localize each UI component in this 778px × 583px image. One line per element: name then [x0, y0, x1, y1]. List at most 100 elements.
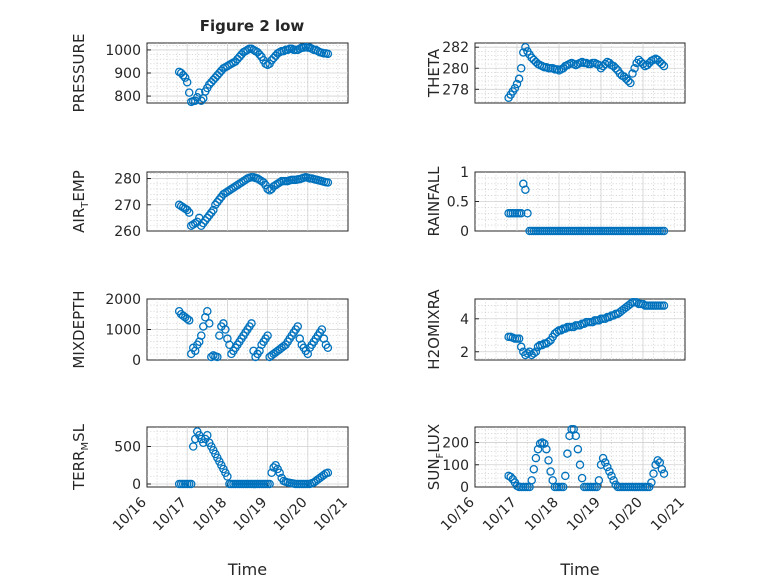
data-point-sun_flux	[571, 431, 581, 441]
data-point-h2omixra	[575, 321, 585, 330]
y-tick-label: 2	[460, 345, 469, 361]
y-axis-label: PRESSURE	[70, 34, 88, 113]
data-point-sun_flux	[607, 471, 616, 481]
data-point-rainfall	[519, 179, 528, 189]
y-tick-label: 0	[460, 224, 469, 240]
data-point-h2omixra	[605, 312, 614, 322]
y-axis-label: TERRMSL	[70, 423, 91, 491]
axes-terr_msl: 0 500 10/16 10/17 10/18 10/19 10/20 10/21 TERRMS…	[70, 423, 351, 579]
data-point-air_temp	[197, 221, 206, 231]
x-tick-label: 10/17	[480, 495, 520, 535]
y-tick-label: 260	[114, 224, 141, 240]
data-point-sun_flux	[558, 482, 568, 492]
data-point-h2omixra	[552, 327, 562, 337]
y-axis-label: RAINFALL	[425, 166, 443, 237]
data-point-sun_flux	[540, 439, 549, 448]
x-tick-label: 10/19	[564, 495, 604, 535]
data-point-h2omixra	[600, 314, 610, 324]
data-point-pressure	[197, 96, 206, 105]
y-tick-label: 800	[114, 89, 141, 105]
y-tick-label: 200	[442, 436, 469, 452]
data-point-sun_flux	[603, 462, 612, 472]
x-tick-label: 10/20	[271, 495, 311, 535]
data-point-theta	[626, 78, 635, 88]
data-point-rainfall	[521, 185, 530, 194]
data-point-theta	[510, 84, 520, 93]
data-point-mixdepth	[203, 306, 212, 316]
x-tick-label: 10/20	[606, 495, 646, 535]
x-tick-label: 10/21	[648, 495, 688, 535]
data-point-sun_flux	[573, 444, 583, 454]
data-point-theta	[638, 59, 648, 69]
x-tick-label: 10/16	[110, 494, 150, 534]
y-tick-label: 1000	[105, 323, 141, 339]
data-point-terr_msl	[269, 463, 278, 472]
y-tick-label: 100	[442, 458, 469, 474]
data-point-mixdepth	[197, 331, 206, 340]
x-tick-label: 10/21	[311, 495, 351, 535]
data-point-air_temp	[182, 205, 192, 215]
data-point-sun_flux	[659, 469, 669, 478]
axes-pressure: 800 900 1000 PRESSURE	[70, 34, 349, 113]
data-point-sun_flux	[605, 467, 614, 476]
data-point-pressure	[178, 71, 188, 80]
data-point-air_temp	[323, 178, 333, 187]
data-point-air_temp	[184, 208, 194, 217]
data-point-theta	[514, 74, 524, 84]
data-point-terr_msl	[267, 468, 276, 477]
axes-rainfall: 0 0.5 1 RAINFALL	[425, 165, 686, 240]
data-point-theta	[628, 69, 637, 78]
figure-title: Figure 2 low	[200, 17, 305, 35]
axes-air_temp: 260 270 280 AIRTEMP	[70, 170, 349, 240]
data-point-pressure	[184, 88, 194, 97]
y-tick-label: 1	[460, 165, 469, 181]
data-point-theta	[516, 64, 526, 73]
data-point-terr_msl	[188, 442, 198, 451]
data-point-sun_flux	[651, 460, 660, 470]
y-axis-label: SUNFLUX	[425, 424, 446, 490]
data-point-h2omixra	[537, 340, 547, 350]
x-axis-label: Time	[227, 560, 267, 579]
y-tick-label: 0	[460, 480, 469, 496]
data-point-theta	[659, 61, 669, 71]
data-point-sun_flux	[531, 453, 541, 463]
y-tick-label: 2000	[105, 292, 141, 308]
data-point-pressure	[182, 77, 192, 87]
data-point-sun_flux	[533, 444, 543, 454]
data-point-h2omixra	[659, 301, 669, 310]
y-tick-label: 1000	[105, 43, 141, 59]
data-point-terr_msl	[265, 479, 274, 489]
y-axis-label: MIXDEPTH	[70, 290, 88, 368]
y-axis-label: H2OMIXRA	[425, 289, 443, 370]
y-axis-label: THETA	[425, 48, 443, 98]
data-point-pressure	[180, 73, 190, 82]
data-point-rainfall	[523, 209, 532, 218]
data-point-sun_flux	[506, 472, 515, 482]
data-point-sun_flux	[527, 476, 536, 485]
data-point-h2omixra	[533, 342, 543, 352]
data-point-air_temp	[259, 178, 268, 187]
data-point-mixdepth	[207, 352, 216, 362]
data-point-sun_flux	[609, 476, 618, 485]
data-point-air_temp	[205, 211, 214, 220]
data-point-mixdepth	[247, 319, 256, 328]
data-point-mixdepth	[221, 325, 230, 334]
data-point-terr_msl	[223, 472, 232, 481]
data-point-pressure	[195, 88, 204, 97]
data-point-theta	[624, 76, 633, 86]
data-point-sun_flux	[563, 449, 572, 458]
y-tick-label: 282	[442, 40, 469, 56]
data-point-mixdepth	[205, 319, 214, 328]
data-point-h2omixra	[514, 334, 524, 343]
data-point-h2omixra	[529, 349, 539, 358]
data-point-sun_flux	[649, 469, 658, 478]
x-tick-label: 10/19	[231, 495, 271, 535]
y-tick-label: 0.5	[447, 195, 469, 211]
data-point-mixdepth	[263, 331, 272, 340]
y-tick-label: 278	[442, 82, 469, 98]
y-tick-label: 900	[114, 66, 141, 82]
data-point-mixdepth	[317, 325, 327, 334]
data-point-mixdepth	[215, 331, 224, 340]
